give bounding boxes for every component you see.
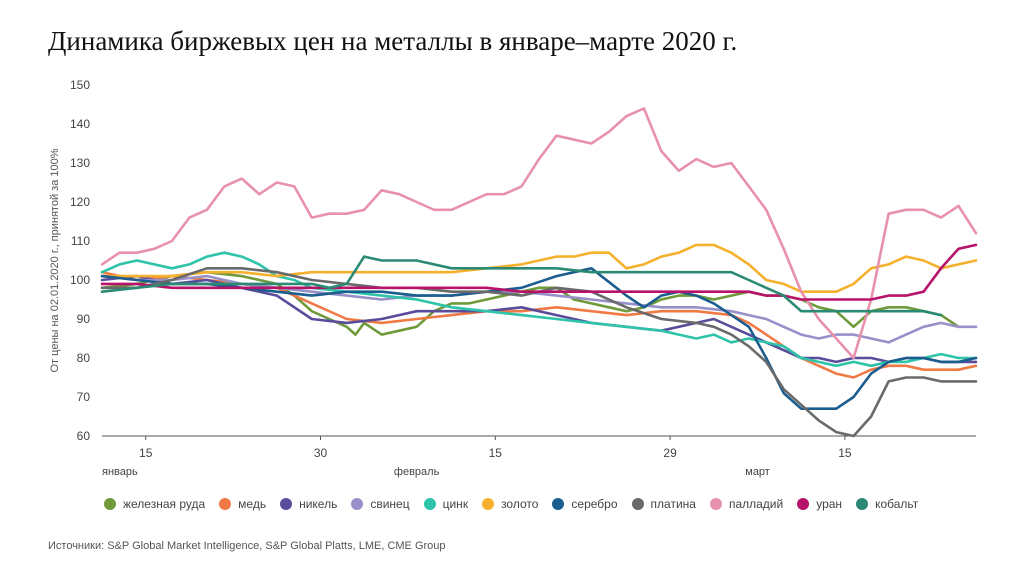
legend-label: медь: [238, 497, 267, 511]
legend-marker: [219, 498, 232, 510]
legend-label: палладий: [728, 497, 784, 511]
legend-item: кобальт: [856, 497, 918, 511]
x-tick-label: 29: [663, 446, 677, 460]
series-lines: [100, 107, 978, 438]
x-month-label: январь: [102, 466, 138, 478]
chart-title: Динамика биржевых цен на металлы в январ…: [48, 26, 738, 56]
legend-label: свинец: [370, 497, 410, 511]
y-axis-label: От цены на 02.01.2020 г., принятой за 10…: [49, 148, 61, 372]
legend-marker: [797, 498, 810, 510]
series-line-кобальт: [100, 255, 943, 317]
series-line-платина: [100, 266, 978, 438]
legend-item: железная руда: [104, 497, 205, 511]
legend-marker: [631, 498, 644, 510]
y-tick-label: 110: [71, 234, 90, 248]
legend-marker: [280, 498, 293, 510]
legend-item: серебро: [552, 497, 618, 511]
legend-marker: [709, 498, 722, 510]
legend-label: уран: [816, 497, 843, 511]
legend: железная руда медь никель свинец цинк золото с…: [104, 497, 932, 511]
axes: 60 70 80 90 100 110 120 130 140 150 От цены на 02.…: [49, 78, 976, 478]
legend-item: цинк: [423, 497, 469, 511]
y-tick-label: 90: [77, 312, 91, 326]
legend-marker: [104, 498, 116, 510]
legend-label: платина: [650, 497, 696, 511]
x-month-label: март: [745, 466, 770, 478]
legend-item: медь: [219, 497, 266, 511]
series-line-цинк: [100, 251, 978, 368]
series-line-серебро: [100, 266, 978, 411]
y-tick-label: 60: [77, 429, 91, 443]
x-tick-label: 15: [489, 446, 503, 460]
legend-label: серебро: [571, 497, 618, 511]
series-line-свинец: [100, 274, 978, 344]
legend-marker: [351, 498, 364, 510]
source-note: Источники: S&P Global Market Intelligenc…: [48, 540, 446, 552]
legend-item: платина: [631, 497, 696, 511]
series-line-палладий: [100, 107, 978, 360]
legend-item: золото: [482, 497, 538, 511]
x-tick-label: 15: [139, 446, 153, 460]
legend-marker: [552, 498, 565, 510]
y-tick-label: 150: [70, 78, 90, 92]
y-tick-label: 120: [70, 195, 90, 209]
legend-label: золото: [501, 497, 539, 511]
legend-label: цинк: [442, 497, 469, 511]
series-line-уран: [100, 243, 978, 301]
legend-label: кобальт: [875, 497, 919, 511]
x-tick-label: 30: [314, 446, 328, 460]
legend-marker: [423, 498, 436, 510]
y-tick-label: 70: [77, 390, 91, 404]
series-line-железная-руда: [100, 270, 960, 336]
y-tick-label: 100: [70, 273, 90, 287]
legend-item: свинец: [351, 497, 410, 511]
legend-item: никель: [280, 497, 337, 511]
y-tick-label: 130: [70, 156, 90, 170]
legend-label: железная руда: [123, 497, 206, 511]
legend-marker: [482, 498, 495, 510]
legend-marker: [856, 498, 869, 510]
series-line-золото: [100, 243, 978, 294]
x-month-label: февраль: [394, 466, 440, 478]
legend-item: уран: [797, 497, 842, 511]
y-tick-label: 80: [77, 351, 91, 365]
series-line-никель: [100, 274, 978, 364]
legend-item: палладий: [709, 497, 784, 511]
legend-label: никель: [299, 497, 338, 511]
x-tick-label: 15: [838, 446, 852, 460]
y-tick-label: 140: [70, 117, 90, 131]
